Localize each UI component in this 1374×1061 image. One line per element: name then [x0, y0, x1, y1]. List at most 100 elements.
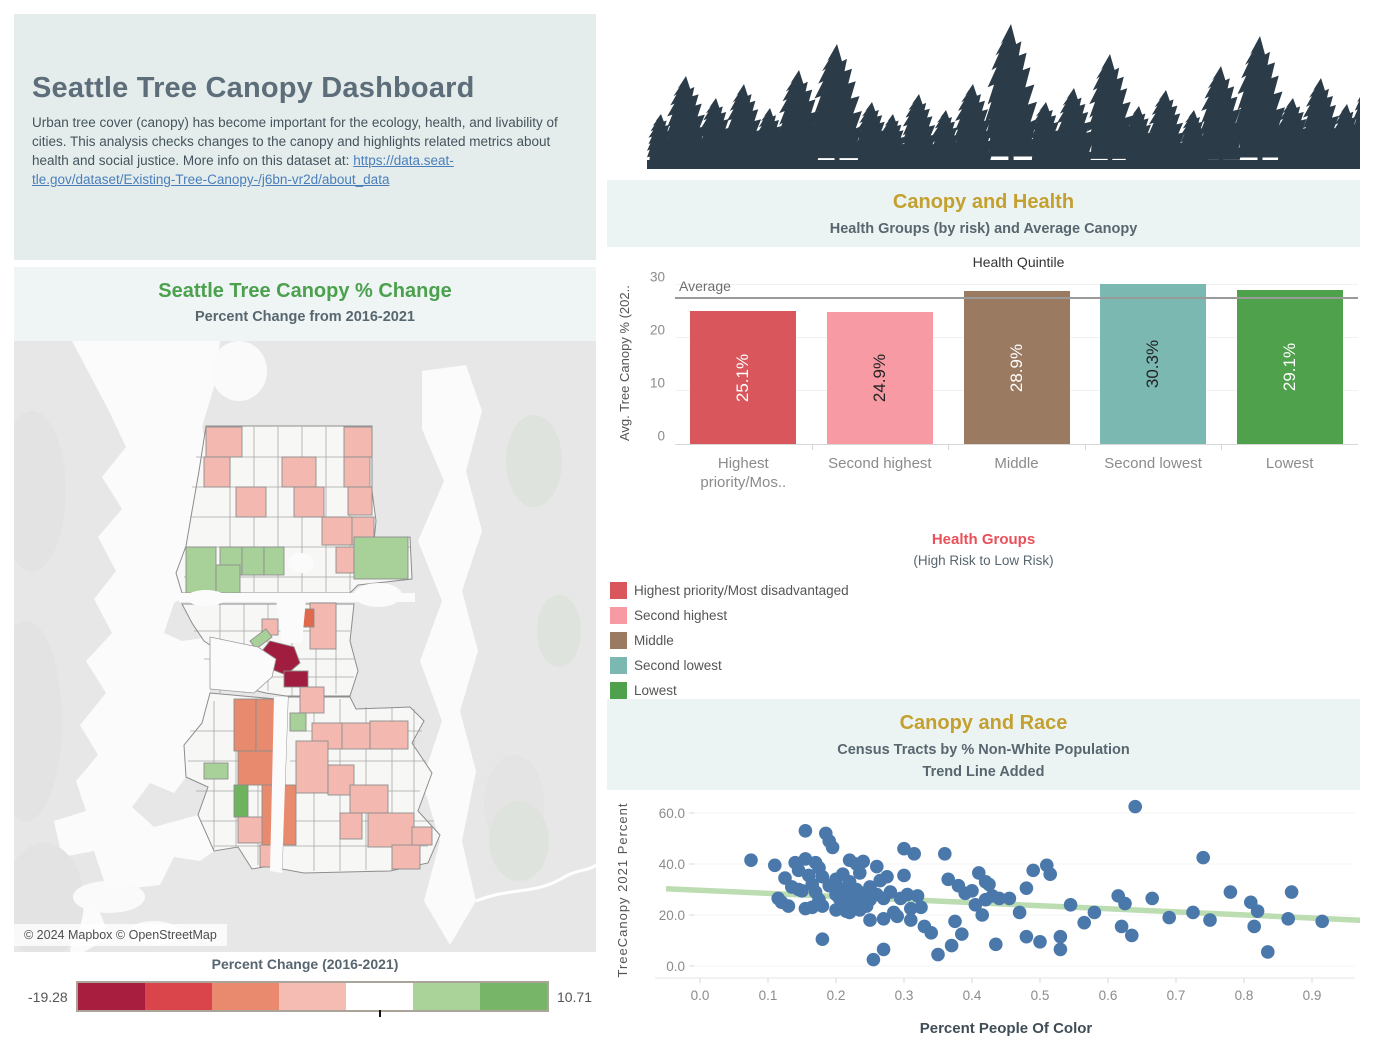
- scatter-y-tick: 0.0: [666, 959, 685, 974]
- scatter-point[interactable]: [1196, 850, 1210, 865]
- scatter-point[interactable]: [965, 883, 979, 898]
- scatter-point[interactable]: [863, 913, 877, 927]
- scatter-point[interactable]: [944, 938, 959, 953]
- scatter-point[interactable]: [1281, 912, 1295, 926]
- scatter-point[interactable]: [914, 900, 928, 915]
- ramp-segment: [278, 983, 346, 1010]
- scatter-point[interactable]: [938, 847, 952, 861]
- mapbox-attribution[interactable]: © 2024 Mapbox © OpenStreetMap: [14, 924, 227, 946]
- scatter-point[interactable]: [1162, 910, 1176, 925]
- scatter-point[interactable]: [1186, 905, 1200, 920]
- scatter-point[interactable]: [880, 869, 894, 884]
- bar-category-label: Lowest: [1265, 455, 1314, 472]
- scatter-point[interactable]: [1114, 919, 1129, 934]
- map-legend: Percent Change (2016-2021) -19.28 10.71: [14, 956, 596, 1017]
- scatter-point[interactable]: [910, 889, 925, 903]
- scatter-point[interactable]: [1284, 885, 1299, 899]
- scatter-point[interactable]: [1261, 945, 1275, 959]
- ship-canal: [179, 553, 415, 643]
- scatter-point[interactable]: [897, 841, 911, 856]
- bar-value-label: 25.1%: [733, 353, 753, 402]
- legend-item[interactable]: Lowest: [610, 678, 1360, 703]
- scatter-point[interactable]: [1223, 885, 1238, 899]
- bar-mark[interactable]: [690, 311, 797, 444]
- scatter-point[interactable]: [968, 898, 983, 912]
- scatter-point[interactable]: [1247, 919, 1261, 934]
- scatter-point[interactable]: [931, 947, 945, 962]
- scatter-point[interactable]: [900, 887, 915, 902]
- legend-item[interactable]: Middle: [610, 628, 1360, 653]
- scatter-point[interactable]: [1053, 942, 1068, 957]
- bar-mark[interactable]: [1236, 290, 1343, 444]
- scatter-point[interactable]: [948, 914, 962, 929]
- scatter-point[interactable]: [795, 883, 809, 898]
- duwamish-waterway: [270, 697, 288, 873]
- scatter-point[interactable]: [924, 926, 938, 940]
- scatter-point[interactable]: [866, 952, 881, 967]
- bar-mark[interactable]: [1100, 283, 1207, 444]
- scatter-point[interactable]: [1203, 913, 1217, 927]
- scatter-point[interactable]: [989, 937, 1003, 952]
- scatter-point[interactable]: [870, 859, 884, 874]
- scatter-point[interactable]: [1250, 904, 1265, 918]
- scatter-point[interactable]: [876, 912, 891, 926]
- scatter-point[interactable]: [907, 847, 921, 861]
- scatter-point[interactable]: [1128, 799, 1142, 814]
- scatter-point[interactable]: [853, 866, 867, 880]
- map-canvas[interactable]: [14, 341, 596, 952]
- scatter-point[interactable]: [856, 854, 870, 869]
- ramp-segment: [144, 983, 212, 1010]
- scatter-point[interactable]: [897, 868, 911, 883]
- choropleth-map[interactable]: © 2024 Mapbox © OpenStreetMap: [14, 341, 596, 952]
- scatter-point[interactable]: [1315, 914, 1329, 929]
- scatter-point[interactable]: [825, 840, 840, 855]
- legend-item[interactable]: Second lowest: [610, 653, 1360, 678]
- scatter-point[interactable]: [1002, 891, 1017, 906]
- scatter-point[interactable]: [1019, 881, 1034, 896]
- scatter-point[interactable]: [791, 863, 806, 878]
- scatter-point[interactable]: [1012, 905, 1027, 920]
- scatter-point[interactable]: [1125, 928, 1139, 943]
- scatter-point[interactable]: [1033, 934, 1047, 949]
- scatter-point[interactable]: [798, 824, 813, 838]
- bar-mark[interactable]: [963, 291, 1070, 444]
- scatter-point[interactable]: [1087, 905, 1102, 920]
- scatter-point[interactable]: [1043, 867, 1057, 881]
- bar-mark[interactable]: [826, 312, 933, 444]
- scatter-x-tick: 0.7: [1167, 988, 1186, 1003]
- scatter-point[interactable]: [982, 877, 996, 892]
- scatter-point[interactable]: [975, 908, 989, 922]
- scatter-point[interactable]: [768, 858, 782, 873]
- scatter-point[interactable]: [1118, 896, 1132, 911]
- legend-item-label: Highest priority/Most disadvantaged: [634, 583, 849, 598]
- legend-item[interactable]: Highest priority/Most disadvantaged: [610, 578, 1360, 603]
- scatter-point[interactable]: [1019, 929, 1034, 944]
- ramp-segment: [211, 983, 279, 1010]
- scatter-point[interactable]: [1063, 898, 1078, 912]
- scatter-point[interactable]: [1026, 863, 1040, 878]
- scatter-point[interactable]: [883, 885, 898, 899]
- scatter-point[interactable]: [890, 909, 904, 924]
- scatter-x-tick: 0.6: [1099, 988, 1118, 1003]
- scatter-point[interactable]: [781, 899, 796, 913]
- scatter-point[interactable]: [904, 901, 918, 916]
- legend-item[interactable]: Second highest: [610, 603, 1360, 628]
- color-ramp: [75, 981, 549, 1017]
- ramp-zero-tick: [379, 1010, 382, 1017]
- scatter-point[interactable]: [744, 853, 758, 867]
- health-header-panel: Canopy and Health Health Groups (by risk…: [607, 180, 1360, 247]
- scatter-point[interactable]: [992, 891, 1006, 906]
- scatter-point[interactable]: [941, 872, 955, 887]
- scatter-point[interactable]: [815, 899, 830, 913]
- scatter-point[interactable]: [798, 852, 813, 866]
- scatter-point[interactable]: [1053, 929, 1068, 944]
- scatter-point[interactable]: [955, 927, 969, 941]
- scatter-point[interactable]: [1145, 891, 1159, 906]
- water-puget-sound: [54, 341, 220, 952]
- dataset-link[interactable]: https://data.seat-tle.gov/dataset/Existi…: [32, 153, 454, 187]
- scatter-point[interactable]: [904, 913, 918, 927]
- scatter-point[interactable]: [876, 942, 891, 957]
- scatter-point[interactable]: [1077, 915, 1091, 930]
- scatter-point[interactable]: [815, 932, 830, 947]
